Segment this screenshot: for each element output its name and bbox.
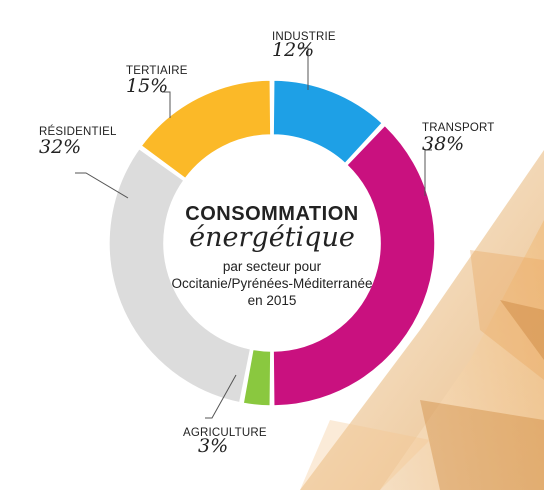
slice-tertiaire: [140, 79, 272, 180]
slice-label-residentiel: RÉSIDENTIEL: [39, 125, 117, 138]
chart-description-line-1: par secteur pour: [223, 259, 322, 274]
slice-label-industrie: INDUSTRIE: [272, 31, 336, 43]
chart-subtitle: énergétique: [189, 222, 355, 253]
slice-agriculture: [242, 348, 272, 407]
chart-title: CONSOMMATION: [185, 203, 358, 225]
slice-percent-agriculture: 3%: [198, 435, 228, 457]
slice-residentiel: [108, 147, 252, 404]
leader-line-residentiel: [75, 172, 129, 199]
chart-description-line-3: en 2015: [248, 293, 297, 308]
leader-line-agriculture: [205, 374, 237, 419]
leader-line-industrie: [298, 47, 309, 90]
slice-percent-transport: 38%: [422, 133, 464, 155]
leader-line-transport: [424, 149, 432, 196]
slice-label-agriculture: AGRICULTURE: [183, 427, 267, 439]
donut-slices: [108, 79, 436, 407]
chart-description-line-2: Occitanie/Pyrénées-Méditerranée: [171, 276, 372, 291]
slice-percent-industrie: 12%: [272, 39, 314, 61]
slice-percent-tertiaire: 15%: [126, 75, 168, 97]
slice-industrie: [272, 79, 384, 165]
slice-label-tertiaire: TERTIAIRE: [126, 65, 188, 77]
leader-line-tertiaire: [162, 91, 171, 118]
slice-label-transport: TRANSPORT: [422, 122, 495, 134]
slice-transport: [272, 124, 436, 407]
leader-lines: [75, 47, 432, 419]
slice-percent-residentiel: 32%: [39, 136, 81, 158]
